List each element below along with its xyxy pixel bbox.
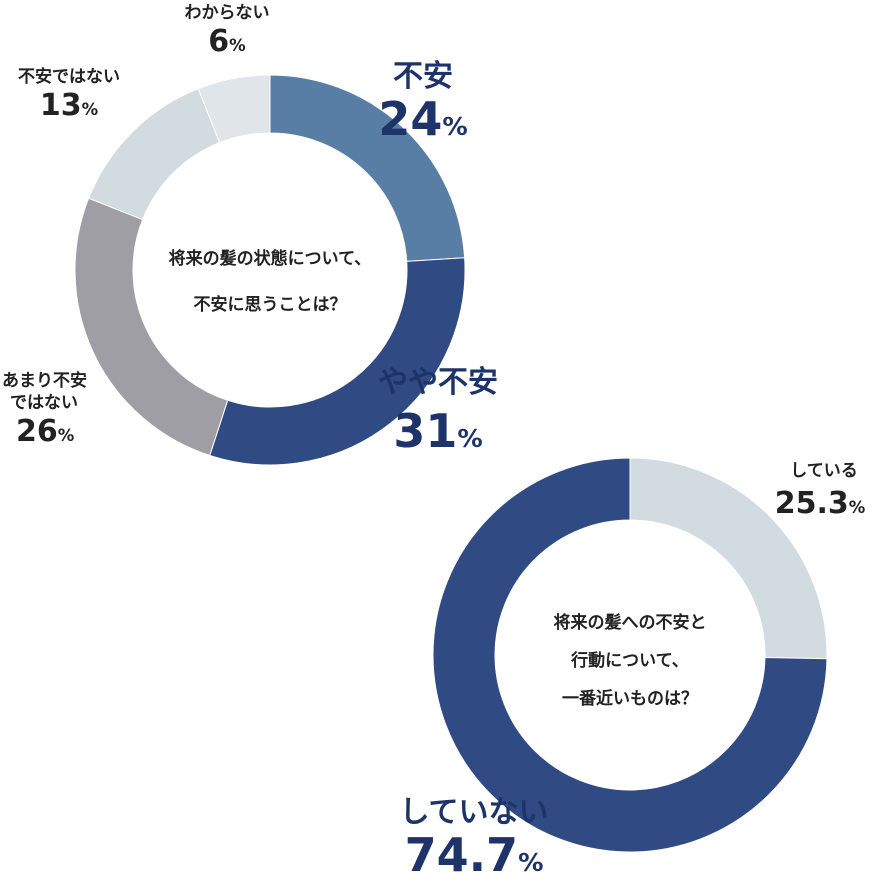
slice-value: 31% (393, 404, 483, 458)
center-line: 将来の髪の状態について、 (168, 249, 372, 269)
donut2-center-question: 将来の髪への不安と 行動について、 一番近いものは？ (505, 604, 755, 718)
center-line: 将来の髪への不安と (553, 613, 707, 633)
slice-name: 不安ではない (18, 67, 120, 87)
label-fuan-dewanai: 不安ではない 13% (14, 66, 124, 128)
slice-name: 不安 (393, 59, 453, 94)
donut1-slice-1 (209, 257, 466, 466)
slice-value: 74.7% (404, 828, 544, 882)
donut1-slice-4 (197, 74, 271, 144)
slice-value: 25.3% (774, 486, 866, 521)
donut-chart-anxiety (74, 74, 466, 466)
center-line: 行動について、 (571, 651, 689, 671)
label-shiteiru: している 25.3% (762, 460, 878, 526)
slice-name-line: あまり不安 (2, 371, 87, 391)
slice-value: 13% (39, 88, 99, 123)
donut1-center-question: 将来の髪の状態について、 不安に思うことは？ (145, 236, 395, 328)
donut1-slice-2 (74, 197, 229, 457)
slice-value: 24% (378, 92, 468, 146)
slice-name: していない (399, 795, 549, 830)
slice-name: やや不安 (378, 365, 498, 400)
slice-value: 26% (16, 414, 75, 449)
donut2-slice-1 (432, 457, 828, 853)
slice-name: している (790, 461, 858, 481)
label-yaya-fuan: やや不安 31% (362, 366, 514, 464)
center-line: 一番近いものは？ (562, 689, 698, 709)
donut-chart-action (432, 457, 828, 853)
center-line: 不安に思うことは？ (193, 295, 347, 315)
label-fuan: 不安 24% (378, 60, 468, 152)
slice-name-line: ではない (10, 393, 78, 413)
slice-name: わからない (184, 3, 270, 23)
label-wakaranai: わからない 6% (172, 2, 282, 64)
slice-value: 6% (208, 24, 246, 59)
label-shiteinai: していない 74.7% (386, 796, 562, 888)
label-amari-fuan-dewanai: あまり不安 ではない 26% (2, 370, 87, 454)
